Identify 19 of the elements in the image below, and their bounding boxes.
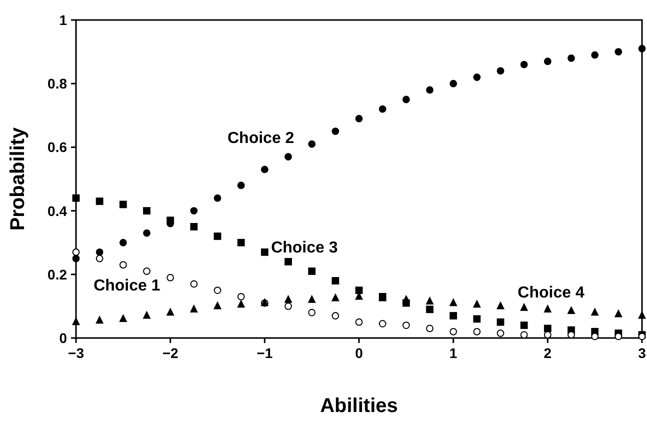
x-tick-label: −3: [68, 345, 84, 361]
x-tick-label: −1: [256, 345, 273, 361]
series-label: Choice 2: [228, 130, 294, 148]
x-tick-label: 2: [544, 345, 552, 361]
series-label: Choice 3: [271, 240, 338, 257]
y-tick-label: 0.8: [48, 76, 68, 92]
x-tick-label: 1: [449, 345, 458, 361]
series-label: Choice 1: [94, 278, 160, 294]
y-tick-label: 0.4: [48, 202, 68, 219]
x-axis-title: Abilities: [320, 395, 398, 417]
x-tick-label: −2: [162, 345, 179, 361]
y-axis-title: Probability: [7, 126, 29, 231]
y-tick-label: 0: [59, 330, 68, 346]
y-tick-label: 0.2: [48, 266, 68, 282]
x-tick-label: 3: [638, 345, 646, 361]
series-label: Choice 4: [518, 284, 584, 302]
x-tick-label: 0: [355, 345, 364, 361]
y-tick-label: 0.6: [48, 139, 68, 156]
y-tick-label: 1: [59, 12, 68, 28]
